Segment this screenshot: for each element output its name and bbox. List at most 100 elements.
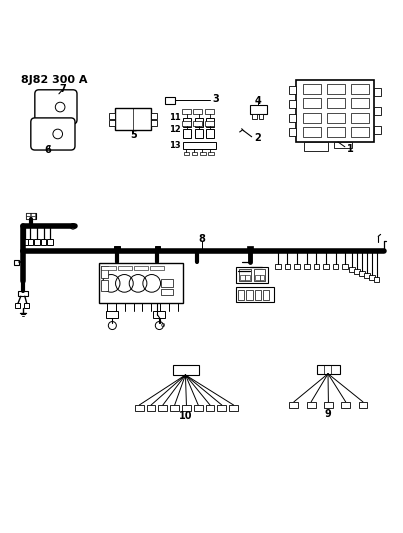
Bar	[374, 126, 381, 134]
Bar	[294, 264, 300, 269]
Bar	[289, 100, 296, 108]
Bar	[289, 128, 296, 136]
Bar	[22, 239, 27, 245]
Bar	[217, 405, 226, 411]
Bar	[324, 402, 333, 408]
Bar	[170, 405, 179, 411]
Bar	[307, 402, 316, 408]
Bar	[161, 288, 172, 295]
Bar	[182, 121, 191, 126]
Bar	[206, 118, 214, 127]
Bar	[359, 402, 368, 408]
Bar	[27, 239, 33, 245]
Bar	[239, 269, 251, 280]
Bar	[303, 127, 321, 137]
Bar	[229, 405, 238, 411]
Bar	[115, 108, 151, 130]
FancyBboxPatch shape	[31, 118, 75, 150]
Bar	[47, 239, 53, 245]
Bar	[374, 88, 381, 96]
Bar	[154, 246, 160, 251]
Bar	[341, 402, 350, 408]
Bar	[34, 239, 39, 245]
Bar	[182, 405, 191, 411]
Bar	[327, 127, 345, 137]
Bar	[135, 405, 143, 411]
Bar	[165, 96, 175, 104]
Bar	[369, 275, 375, 280]
Text: 4: 4	[254, 95, 261, 106]
Bar	[254, 269, 265, 280]
Bar	[102, 265, 116, 270]
Bar	[374, 107, 381, 115]
Bar	[323, 264, 329, 269]
Bar	[150, 265, 164, 270]
Bar	[285, 264, 290, 269]
Bar	[317, 365, 340, 374]
Bar	[153, 311, 165, 318]
Bar	[245, 275, 251, 280]
Bar	[118, 265, 132, 270]
Bar	[193, 109, 202, 114]
Bar	[262, 290, 268, 300]
Bar	[354, 269, 360, 274]
Bar	[236, 266, 268, 282]
Bar	[247, 246, 253, 252]
Bar	[240, 275, 245, 280]
Bar	[351, 112, 369, 123]
Bar	[289, 86, 296, 94]
Bar	[161, 279, 172, 287]
Bar	[303, 84, 321, 94]
Bar	[31, 213, 35, 216]
Bar	[31, 216, 35, 219]
Bar	[41, 239, 46, 245]
Bar	[303, 98, 321, 108]
Bar	[208, 152, 214, 155]
Bar	[14, 260, 19, 265]
Bar	[99, 263, 183, 303]
Bar	[25, 303, 29, 308]
Bar	[343, 264, 348, 269]
Bar	[236, 287, 274, 302]
Text: o: o	[160, 322, 165, 328]
Bar	[109, 113, 115, 119]
Bar	[333, 264, 339, 269]
Bar	[327, 84, 345, 94]
Text: 5: 5	[130, 130, 137, 140]
Bar	[183, 142, 216, 149]
Text: 13: 13	[169, 141, 181, 150]
Bar	[114, 246, 120, 251]
Bar	[259, 114, 263, 119]
Bar	[289, 114, 296, 122]
Bar	[351, 84, 369, 94]
Bar	[147, 405, 156, 411]
Bar	[26, 213, 35, 219]
Bar	[351, 98, 369, 108]
Bar	[158, 405, 167, 411]
Bar	[27, 216, 30, 219]
Bar	[172, 365, 199, 375]
Text: 12: 12	[169, 125, 181, 134]
Text: 1: 1	[347, 144, 353, 154]
Bar	[109, 120, 115, 126]
Bar	[304, 264, 310, 269]
Text: 7: 7	[60, 84, 66, 94]
Bar	[206, 129, 214, 138]
Bar	[184, 152, 189, 155]
Bar	[27, 213, 30, 216]
Bar	[260, 275, 264, 280]
Bar	[183, 118, 191, 127]
Bar	[182, 109, 191, 114]
Text: 8: 8	[198, 234, 205, 244]
Text: 10: 10	[179, 411, 192, 421]
Bar	[18, 290, 28, 296]
Bar	[101, 265, 108, 278]
Bar	[334, 142, 352, 148]
Text: 9: 9	[325, 409, 331, 419]
Bar	[252, 114, 257, 119]
Bar	[275, 264, 280, 269]
FancyBboxPatch shape	[35, 90, 77, 124]
Bar	[255, 290, 260, 300]
Bar	[101, 280, 108, 292]
Bar	[195, 129, 203, 138]
